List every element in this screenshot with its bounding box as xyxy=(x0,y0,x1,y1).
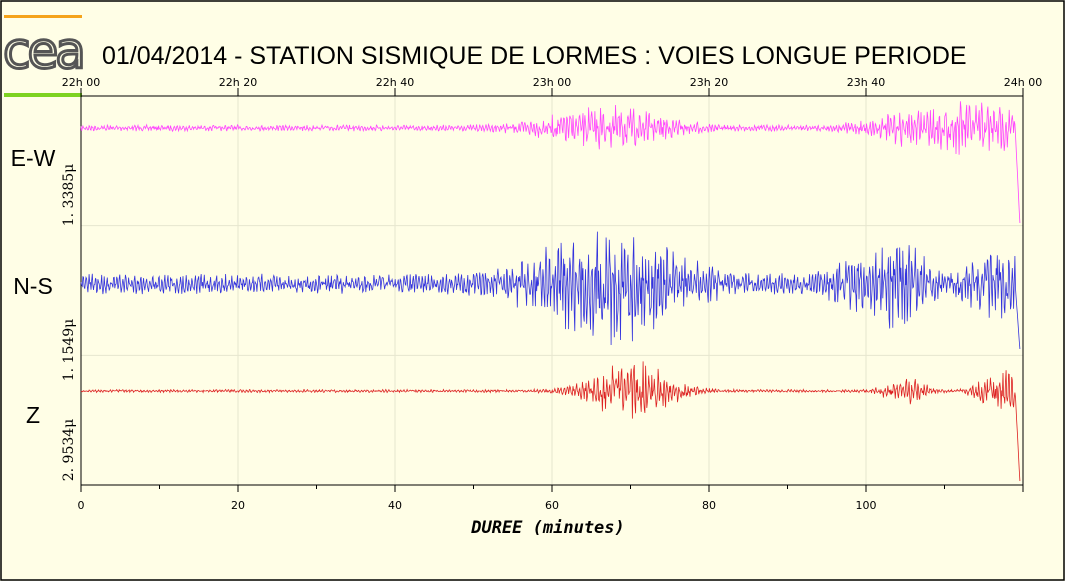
bottom-tick-label: 40 xyxy=(388,499,402,512)
trace-z xyxy=(80,361,1021,482)
bottom-tick-label: 80 xyxy=(702,499,716,512)
bottom-tick-label: 100 xyxy=(856,499,877,512)
cea-logo: cea xyxy=(2,15,87,97)
grid xyxy=(81,96,1023,485)
logo-bottom-bar xyxy=(4,93,82,97)
top-time-axis: 22h 00 22h 20 22h 40 23h 00 23h 20 23h 40 24h … xyxy=(62,76,1042,96)
channel-scale-label: 1. 3385μ xyxy=(61,164,77,227)
x-axis-label: DUREE (minutes) xyxy=(470,518,625,538)
traces xyxy=(80,101,1021,482)
trace-e-w xyxy=(80,101,1021,224)
channel-labels: E-W 1. 3385μ N-S 1. 1549μ Z 2. 9534μ xyxy=(11,145,77,481)
bottom-tick-label: 20 xyxy=(231,499,245,512)
bottom-tick-label: 60 xyxy=(545,499,559,512)
channel-label: N-S xyxy=(13,273,53,299)
top-tick-label: 22h 40 xyxy=(376,76,414,89)
top-tick-label: 23h 40 xyxy=(847,76,885,89)
trace-n-s xyxy=(80,231,1021,350)
channel-scale-label: 1. 1549μ xyxy=(61,319,77,382)
bottom-minutes-axis: 0 20 40 60 80 100 xyxy=(78,485,1024,512)
channel-scale-label: 2. 9534μ xyxy=(61,419,77,482)
chart-title: 01/04/2014 - STATION SISMIQUE DE LORMES … xyxy=(102,42,967,70)
top-tick-label: 22h 00 xyxy=(62,76,100,89)
top-tick-label: 22h 20 xyxy=(219,76,257,89)
top-tick-label: 23h 00 xyxy=(533,76,571,89)
top-tick-label: 24h 00 xyxy=(1004,76,1042,89)
top-tick-label: 23h 20 xyxy=(690,76,728,89)
logo-text: cea xyxy=(3,22,83,80)
channel-label: Z xyxy=(26,402,40,428)
bottom-tick-label: 0 xyxy=(78,499,85,512)
logo-top-bar xyxy=(4,15,82,18)
channel-label: E-W xyxy=(11,145,56,171)
